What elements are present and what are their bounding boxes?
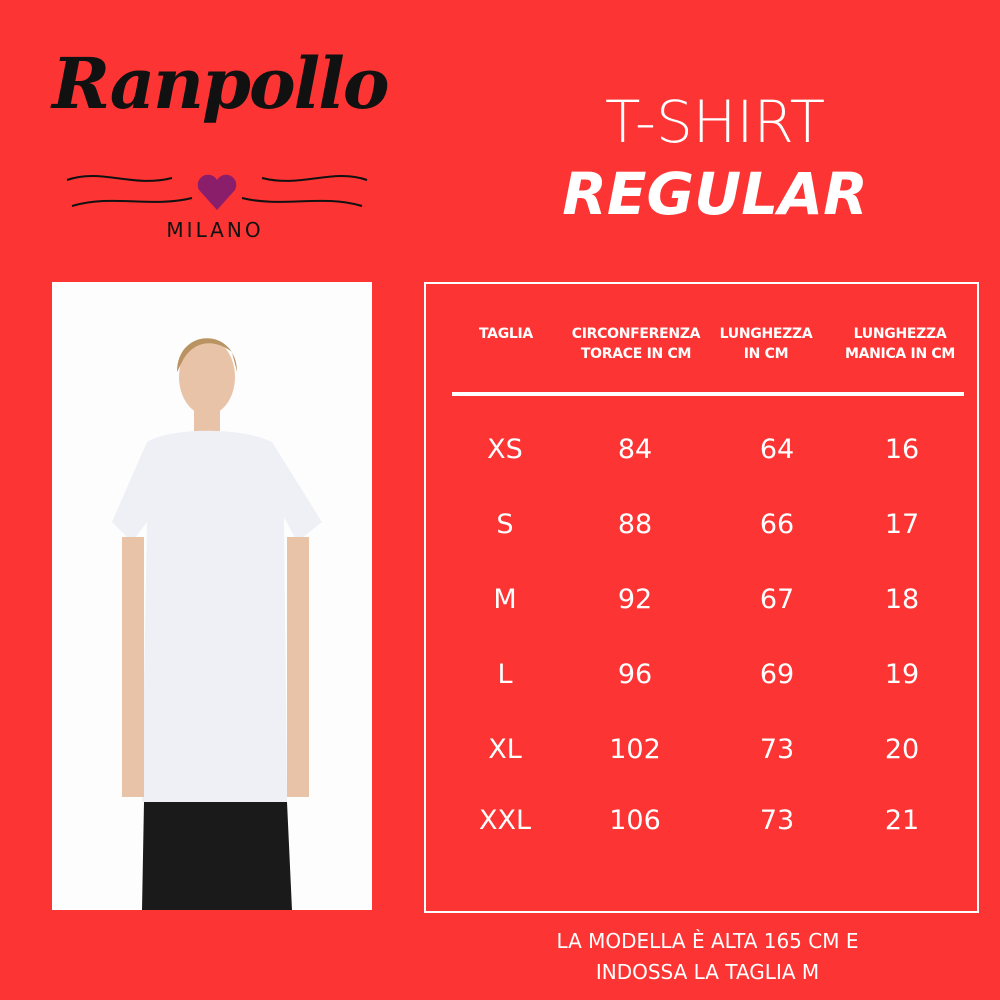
model-photo xyxy=(52,282,372,910)
brand-city: MILANO xyxy=(166,218,264,242)
header-lunghezza: LUNGHEZZA IN CM xyxy=(719,326,813,362)
table-cell: 66 xyxy=(759,509,795,540)
table-cell: 18 xyxy=(884,584,920,615)
table-cell: 88 xyxy=(617,509,653,540)
ornament-heart-icon xyxy=(66,174,368,210)
table-cell: 64 xyxy=(759,434,795,465)
table-cell: 106 xyxy=(609,805,661,836)
table-cell: 17 xyxy=(884,509,920,540)
table-cell: 92 xyxy=(617,584,653,615)
model-caption: LA MODELLA È ALTA 165 CM E INDOSSA LA TAG… xyxy=(556,929,859,984)
header-circonferenza: CIRCONFERENZA TORACE IN CM xyxy=(571,326,701,362)
table-cell: XS xyxy=(487,434,523,465)
table-cell: 84 xyxy=(617,434,653,465)
table-cell: 21 xyxy=(884,805,920,836)
table-cell: 73 xyxy=(759,805,795,836)
table-cell: M xyxy=(493,584,517,615)
table-cell: S xyxy=(496,509,514,540)
table-cell: 102 xyxy=(609,734,661,765)
brand-logo: Ranpollo xyxy=(52,42,390,125)
size-table: TAGLIA CIRCONFERENZA TORACE IN CM LUNGHEZ… xyxy=(424,282,979,913)
table-cell: 96 xyxy=(617,659,653,690)
table-cell: XL xyxy=(488,734,522,765)
table-cell: 73 xyxy=(759,734,795,765)
title-line2: REGULAR xyxy=(562,160,868,228)
table-cell: 19 xyxy=(884,659,920,690)
header-taglia: TAGLIA xyxy=(479,326,533,342)
table-cell: 16 xyxy=(884,434,920,465)
table-cell: L xyxy=(497,659,513,690)
table-cell: XXL xyxy=(478,805,532,836)
table-cell: 20 xyxy=(884,734,920,765)
header-lunghezza-manica: LUNGHEZZA MANICA IN CM xyxy=(844,326,956,362)
header-divider xyxy=(452,392,964,396)
table-cell: 69 xyxy=(759,659,795,690)
table-cell: 67 xyxy=(759,584,795,615)
title-line1: T-SHIRT xyxy=(604,88,826,156)
